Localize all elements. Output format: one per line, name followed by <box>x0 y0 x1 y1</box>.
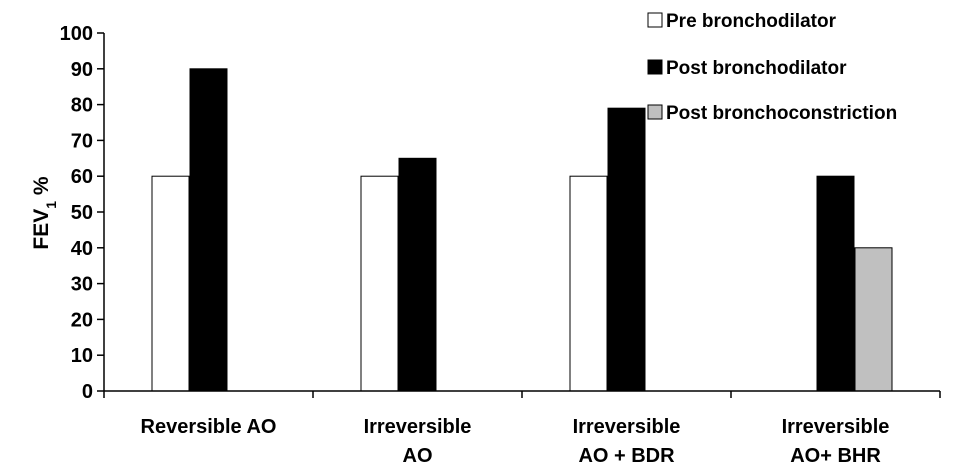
x-category-label-line: Reversible AO <box>141 416 277 438</box>
x-category-label-line: AO <box>403 445 433 467</box>
bar-post-bronchodilator <box>816 175 855 392</box>
legend-swatch <box>647 59 663 75</box>
y-tick-label: 40 <box>71 238 93 260</box>
legend-label: Post bronchoconstriction <box>666 103 897 124</box>
y-axis-ticks: 0 10 20 30 40 50 60 70 80 90 100 <box>60 23 104 403</box>
bar-post-bronchoconstriction <box>854 247 893 392</box>
y-tick-label: 10 <box>71 345 93 367</box>
x-category-label: Irreversible AO <box>364 416 472 467</box>
x-category-label: Irreversible AO + BDR <box>573 416 681 467</box>
bar-post-bronchodilator <box>189 68 228 392</box>
y-tick-label: 70 <box>71 130 93 152</box>
x-category-label-line: Irreversible <box>364 416 472 438</box>
y-tick-label: 0 <box>82 381 93 403</box>
bar-post-bronchodilator <box>607 107 646 392</box>
bar-post-bronchodilator <box>398 157 437 392</box>
x-category-label-line: AO+ BHR <box>790 445 881 467</box>
svg-text:FEV1 %: FEV1 % <box>30 176 59 249</box>
legend-label: Post bronchodilator <box>666 58 847 79</box>
y-tick-label: 100 <box>60 23 93 45</box>
x-axis-labels: Reversible AO Irreversible AO Irreversible A… <box>141 416 890 467</box>
axes <box>103 33 941 398</box>
y-axis-label: FEV1 % <box>30 176 59 249</box>
bars <box>151 68 893 392</box>
y-tick-label: 90 <box>71 59 93 81</box>
legend: Pre bronchodilator Post bronchodilator Pos… <box>647 11 897 124</box>
y-tick-label: 20 <box>71 309 93 331</box>
y-tick-label: 60 <box>71 166 93 188</box>
y-axis-label-unit: % <box>30 176 53 201</box>
x-category-label: Irreversible AO+ BHR <box>782 416 890 467</box>
legend-swatch <box>647 12 663 28</box>
legend-label: Pre bronchodilator <box>666 11 837 32</box>
y-tick-label: 30 <box>71 274 93 296</box>
bar-pre-bronchodilator <box>151 175 190 392</box>
x-category-label-line: Irreversible <box>573 416 681 438</box>
x-category-label: Reversible AO <box>141 416 277 438</box>
y-axis-label-main: FEV <box>30 209 53 250</box>
y-tick-label: 80 <box>71 95 93 117</box>
bar-pre-bronchodilator <box>360 175 399 392</box>
y-tick-label: 50 <box>71 202 93 224</box>
x-category-label-line: AO + BDR <box>578 445 675 467</box>
x-category-label-line: Irreversible <box>782 416 890 438</box>
y-axis-label-subscript: 1 <box>43 201 59 209</box>
bar-pre-bronchodilator <box>569 175 608 392</box>
legend-swatch <box>647 104 663 120</box>
